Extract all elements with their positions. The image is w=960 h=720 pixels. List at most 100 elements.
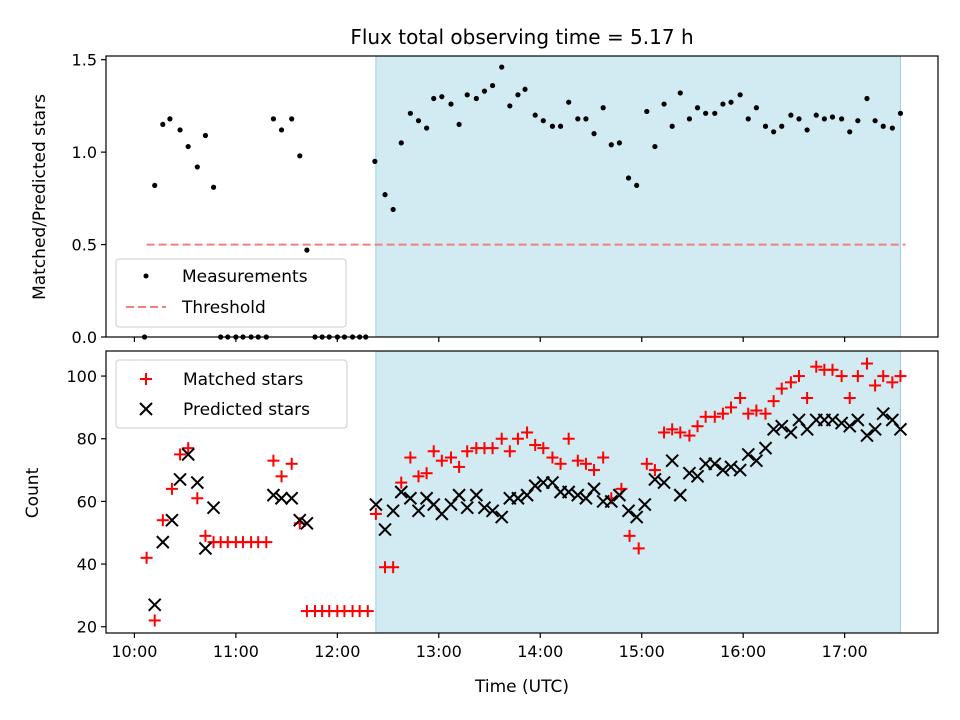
matched-star-point [894, 370, 907, 383]
ratio-panel-highlight-region [375, 55, 901, 338]
predicted-star-point [825, 413, 840, 427]
measurement-point [779, 123, 785, 129]
predicted-star-point [477, 500, 492, 515]
matched-star-point [404, 451, 417, 464]
measurement-point [644, 108, 650, 115]
y-tick-label: 1.5 [72, 51, 97, 70]
matched-star-point [453, 460, 466, 473]
measurement-point [557, 123, 564, 129]
ratio-panel-y-axis-label: Matched/Predicted stars [30, 94, 50, 300]
matched-star-point [691, 420, 704, 433]
predicted-star-point [716, 463, 730, 477]
matched-star-point [427, 445, 440, 458]
matched-star-point [588, 464, 601, 477]
threshold-legend-label: Threshold [181, 298, 266, 318]
matched-star-point [860, 357, 873, 370]
matched-star-point [537, 442, 550, 455]
matched-star-point [444, 451, 457, 464]
measurement-point [152, 182, 158, 189]
matched-star-point [148, 614, 161, 627]
matched-star-point [579, 457, 592, 470]
measurement-point [160, 121, 166, 128]
measurement-point [694, 105, 701, 111]
measurement-point [616, 140, 623, 146]
y-tick-label: 0.5 [72, 236, 97, 255]
matched-star-point [742, 407, 755, 420]
measurement-point [864, 95, 870, 102]
measurement-point [481, 88, 488, 94]
matched-star-point [165, 482, 178, 495]
matched-star-point [648, 464, 661, 477]
matched-star-point [260, 536, 273, 549]
measurement-point [771, 129, 777, 135]
matched-star-point [716, 407, 729, 420]
ratio-legend-box [115, 258, 347, 328]
predicted-star-point [274, 491, 289, 505]
predicted-star-point [784, 425, 798, 440]
predicted-star-point [511, 491, 525, 505]
predicted-star-point [284, 491, 299, 505]
measurement-point [788, 112, 794, 118]
x-axis-label: Time (UTC) [474, 677, 569, 697]
predicted-star-point [741, 447, 755, 462]
measurement-point [608, 142, 614, 148]
predicted-star-point [893, 422, 908, 437]
matched-star-point [275, 470, 288, 483]
measurement-point [382, 192, 388, 198]
predicted-star-point [411, 504, 426, 518]
measurement-point [473, 95, 479, 102]
measurement-point [278, 127, 285, 133]
chart-title: Flux total observing time = 5.17 h [350, 25, 693, 49]
predicted-star-point [604, 494, 618, 509]
predicted-star-point [612, 488, 627, 502]
predicted-star-point [386, 504, 400, 518]
measurement-point [424, 125, 430, 131]
measurement-point [297, 153, 303, 159]
measurement-point [796, 116, 802, 122]
predicted-star-point [198, 541, 213, 556]
measurement-point [872, 118, 878, 124]
measurement-point [210, 184, 217, 190]
measurements-legend-label: Measurements [182, 267, 308, 287]
matched-star-point [369, 507, 382, 520]
matched-star-point [174, 448, 187, 461]
matched-star-point [683, 429, 696, 442]
measurement-point [661, 101, 667, 107]
count-panel: 20 40 60 80 100 10:00 11:00 12:00 13:00 14:00 15:0… [23, 350, 939, 697]
matched-star-point [775, 382, 788, 395]
predicted-star-point [587, 482, 601, 496]
matched-star-point [708, 410, 721, 423]
x-tick-label: 17:00 [822, 642, 868, 661]
measurement-point [652, 143, 658, 150]
measurement-point [600, 105, 606, 111]
matched-star-point [486, 442, 499, 455]
predicted-star-point [690, 469, 705, 484]
highlight-region [375, 55, 901, 338]
matched-star-point [571, 454, 584, 467]
measurement-point [575, 116, 581, 122]
measurements-series [141, 64, 904, 340]
predicted-stars-series [147, 406, 908, 612]
predicted-star-point [173, 472, 187, 487]
matched-star-point [725, 401, 738, 414]
predicted-star-point [775, 419, 789, 433]
predicted-star-point [571, 488, 585, 502]
measurement-point [540, 118, 546, 124]
predicted-star-point [657, 475, 671, 490]
measurement-point [821, 116, 827, 122]
measurements-legend-marker [143, 273, 149, 279]
measurement-point [745, 116, 751, 122]
predicted-stars-legend-label: Predicted stars [183, 400, 310, 420]
x-tick-label: 11:00 [213, 642, 259, 661]
matched-star-point [140, 551, 153, 564]
predicted-star-point [403, 491, 418, 505]
x-tick-label: 16:00 [720, 642, 766, 661]
measurement-point [813, 112, 819, 118]
matched-star-point [546, 451, 559, 464]
matched-star-point [869, 379, 882, 392]
matched-star-point [666, 423, 679, 436]
measurement-point [407, 110, 413, 116]
measurement-point [880, 123, 886, 129]
measurement-point [753, 105, 759, 111]
